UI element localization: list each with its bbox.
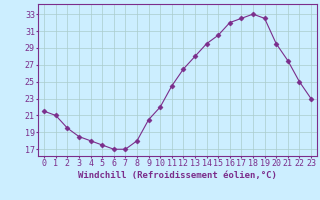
X-axis label: Windchill (Refroidissement éolien,°C): Windchill (Refroidissement éolien,°C) — [78, 171, 277, 180]
